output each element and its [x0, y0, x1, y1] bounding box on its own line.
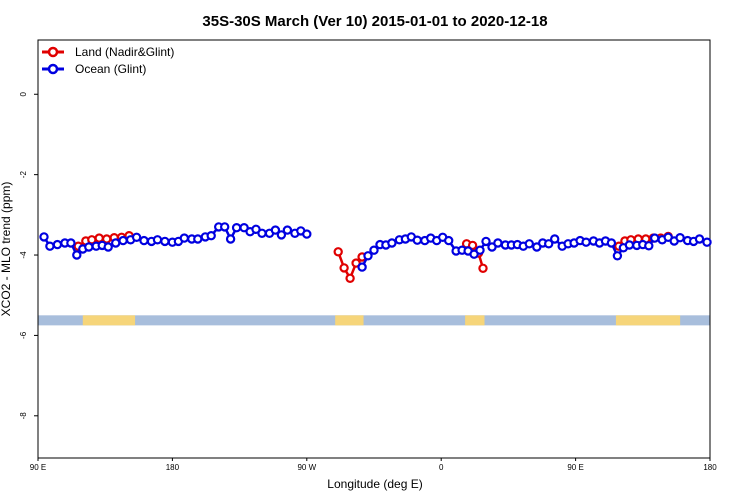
data-point [139, 235, 149, 246]
data-point [412, 235, 422, 245]
data-point [276, 230, 287, 240]
x-tick-label: 90 E [567, 463, 583, 472]
data-point [694, 234, 705, 244]
data-point [333, 247, 343, 257]
land-ocean-band [38, 315, 710, 326]
data-point [363, 251, 373, 261]
data-point [475, 245, 485, 255]
data-point [581, 237, 591, 247]
data-point [302, 229, 312, 239]
data-point [606, 238, 617, 248]
y-tick-label: -8 [19, 412, 28, 420]
legend-label-ocean: Ocean (Glint) [75, 62, 146, 76]
data-point [675, 232, 685, 243]
data-point [387, 238, 397, 248]
data-point [550, 234, 560, 244]
data-point [110, 238, 121, 248]
data-point [282, 225, 293, 235]
data-point [357, 262, 367, 272]
y-axis: 0 -2 -4 -6 -8 [19, 91, 38, 419]
y-tick-label: -6 [19, 331, 28, 339]
x-tick-label: 90 E [30, 463, 46, 472]
chart-title: 35S-30S March (Ver 10) 2015-01-01 to 202… [202, 13, 547, 30]
y-tick-label: -4 [19, 251, 28, 259]
data-point [45, 241, 55, 251]
legend-item-land: Land (Nadir&Glint) [42, 45, 174, 59]
x-tick-label: 0 [439, 463, 444, 472]
legend-label-land: Land (Nadir&Glint) [75, 45, 174, 59]
land-band-segment [615, 315, 681, 326]
legend-marker-ocean [47, 63, 59, 75]
land-band-segment [82, 315, 136, 326]
data-point [270, 225, 281, 235]
data-point [544, 239, 554, 249]
x-tick-label: 180 [703, 463, 717, 472]
legend: Land (Nadir&Glint) Ocean (Glint) [42, 45, 174, 76]
data-point [52, 239, 63, 250]
data-point [624, 240, 635, 250]
x-tick-label: 90 W [297, 463, 316, 472]
data-point [94, 233, 104, 243]
y-tick-label: -2 [19, 171, 28, 179]
data-point [644, 241, 654, 251]
data-point [103, 242, 113, 252]
land-band-segment [465, 315, 485, 326]
data-point [612, 251, 623, 261]
data-point [160, 236, 170, 247]
data-point [193, 234, 203, 244]
data-point [118, 235, 128, 246]
data-point [369, 245, 379, 255]
data-point [72, 250, 82, 260]
data-point [702, 237, 712, 247]
series-ocean [39, 222, 712, 272]
data-point [66, 238, 76, 248]
data-point [39, 232, 49, 242]
data-point [84, 242, 94, 252]
data-point [339, 263, 349, 273]
data-point [524, 239, 535, 249]
plot-frame [37, 39, 711, 459]
data-point [152, 235, 163, 245]
x-axis: 90 E 180 90 W 0 90 E 180 [30, 458, 717, 472]
data-point [257, 228, 267, 238]
y-tick-label: 0 [19, 91, 28, 96]
data-point [481, 236, 491, 247]
y-axis-label: XCO2 - MLO trend (ppm) [0, 182, 13, 317]
data-point [131, 232, 142, 242]
data-point [219, 222, 230, 232]
data-point [650, 233, 660, 243]
x-tick-label: 180 [166, 463, 180, 472]
data-point [179, 233, 189, 243]
data-point [444, 235, 454, 246]
data-point [493, 238, 503, 248]
x-axis-label: Longitude (deg E) [327, 477, 422, 491]
land-band-segment [335, 315, 364, 326]
data-point [345, 273, 355, 283]
ocean-band [38, 315, 710, 326]
data-point [478, 263, 488, 273]
legend-marker-land [47, 46, 59, 58]
data-point [231, 222, 242, 233]
data-point [206, 230, 216, 241]
series-layer [39, 222, 712, 283]
legend-item-ocean: Ocean (Glint) [42, 62, 146, 76]
data-point [225, 234, 236, 244]
